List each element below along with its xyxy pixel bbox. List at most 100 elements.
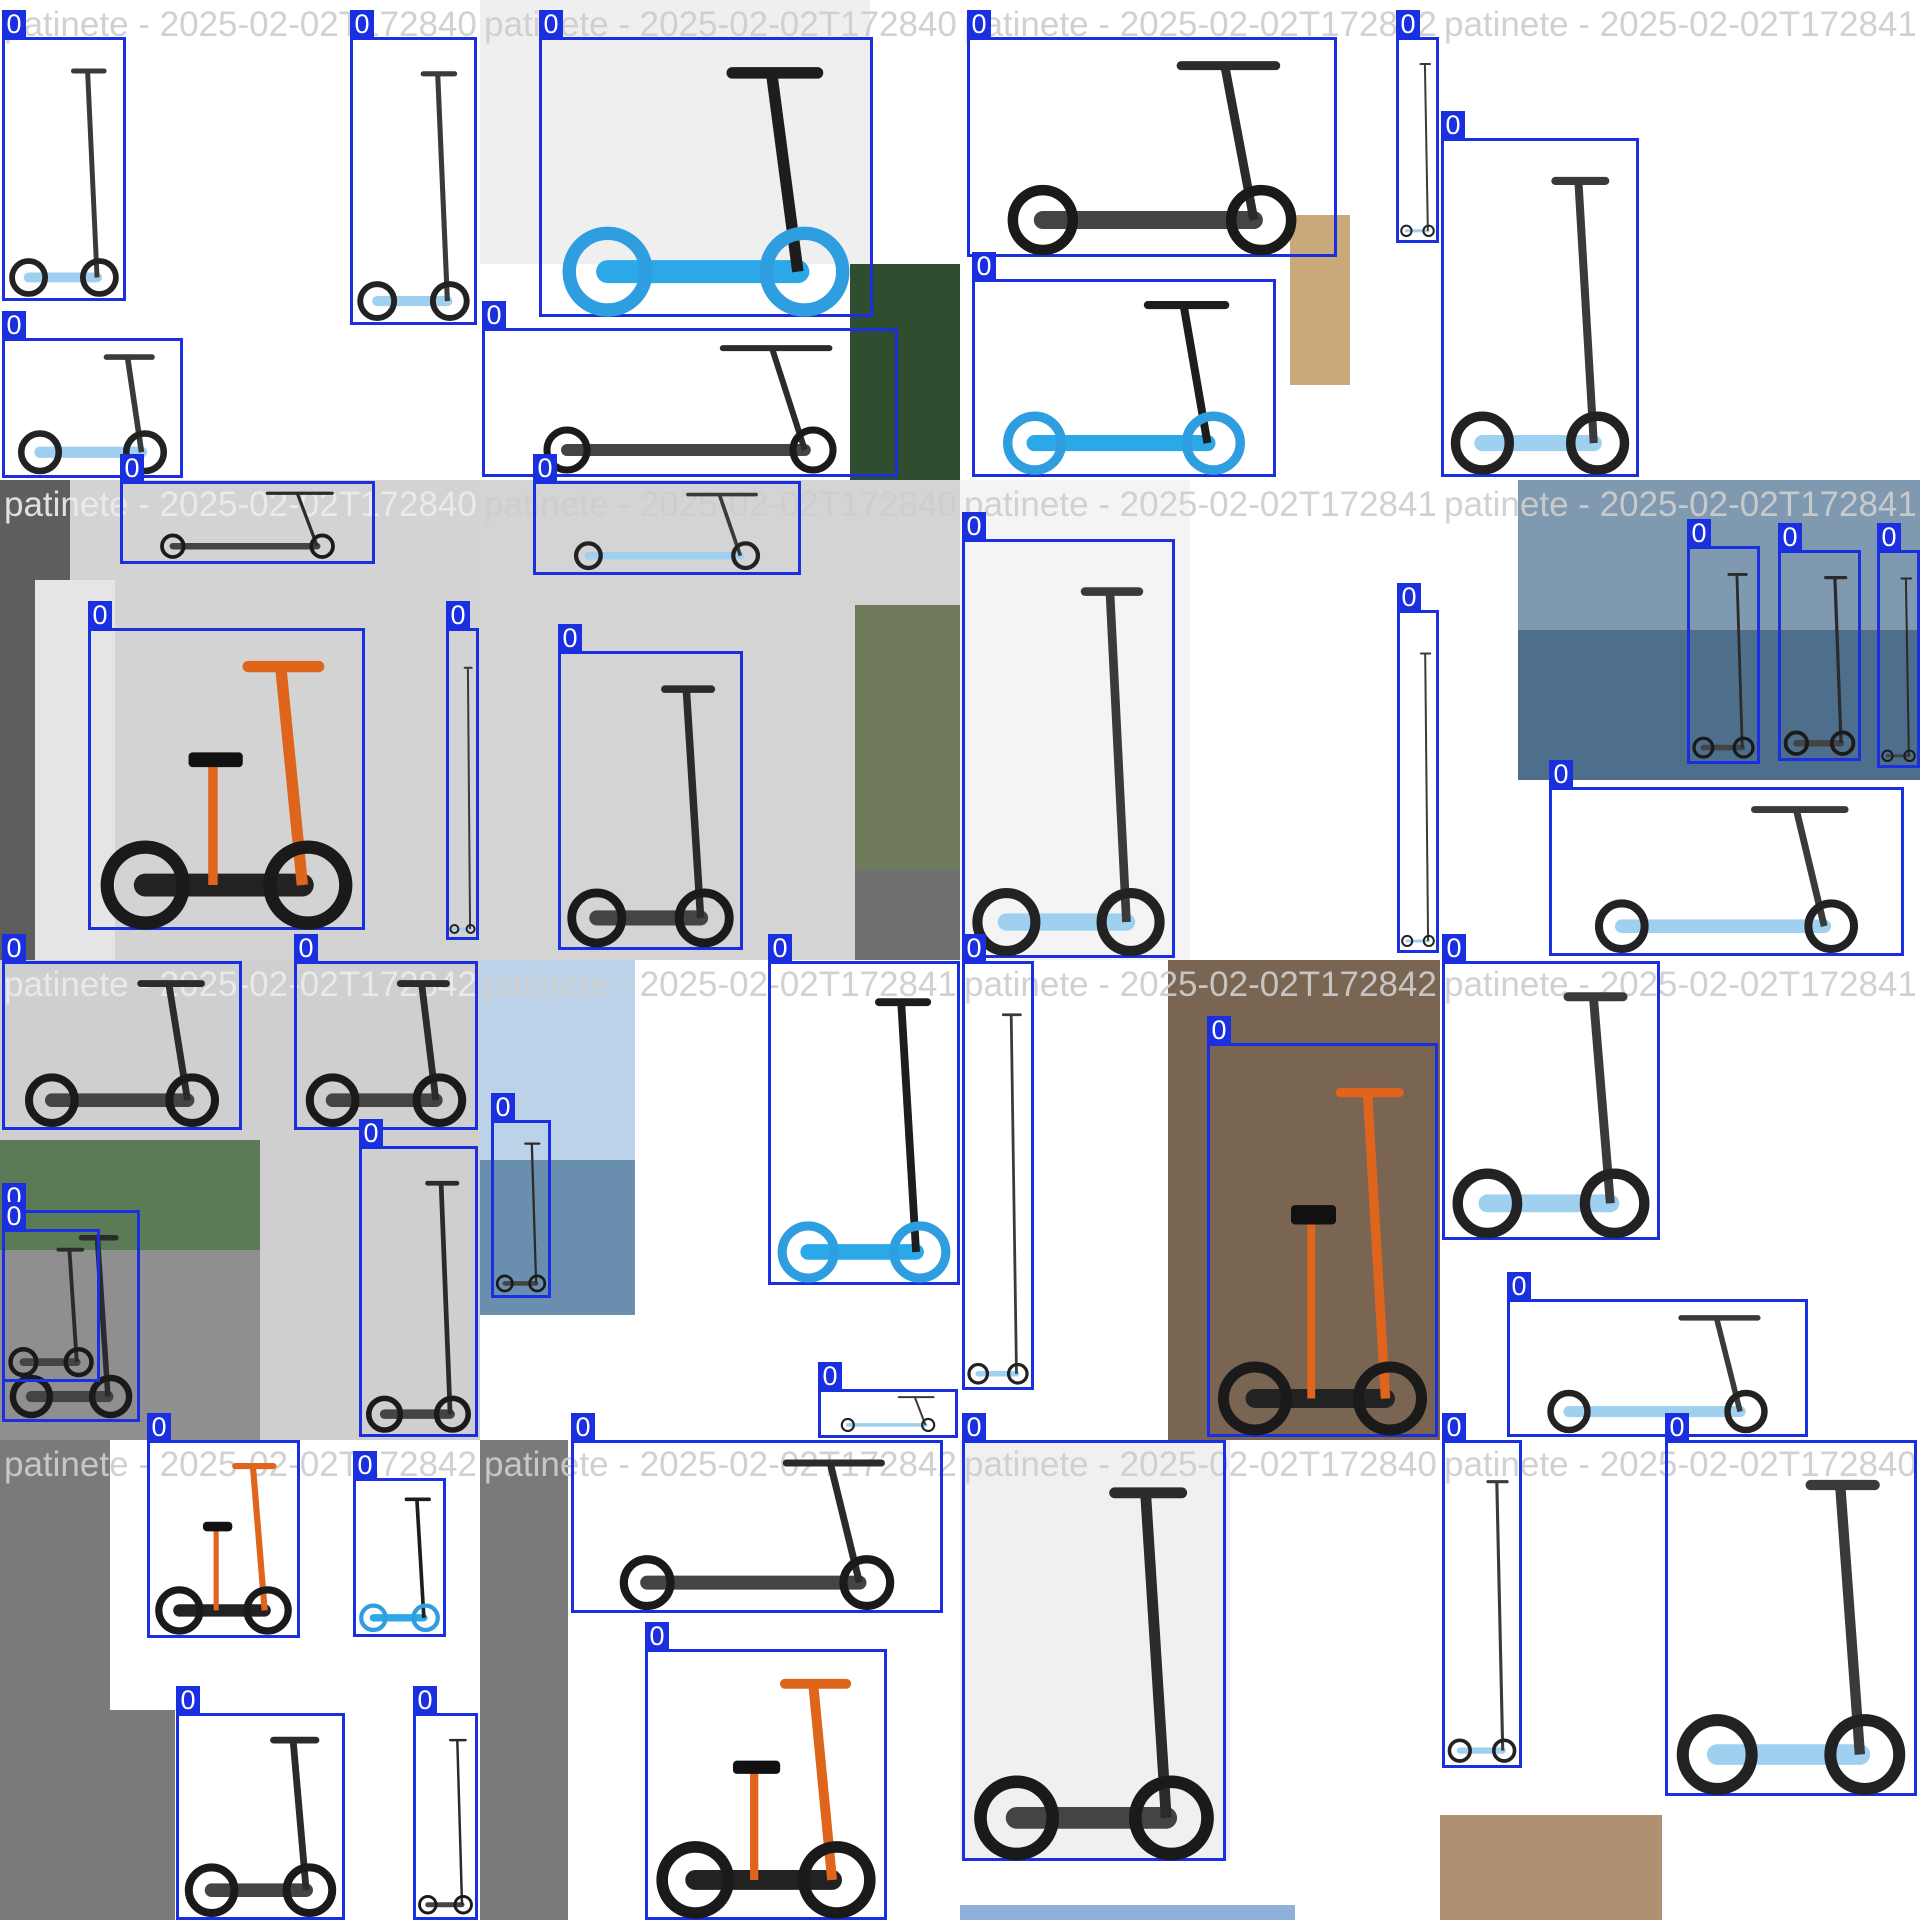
detection-class-label: 0 [1687, 519, 1711, 547]
scooter-illustration [359, 1497, 440, 1633]
photo-crop [1518, 630, 1920, 780]
photo-crop [1440, 1815, 1662, 1920]
scooter-illustration [1007, 61, 1297, 256]
detection-box[interactable]: 0 [962, 934, 1034, 1390]
scooter-rear-wheel [1676, 1714, 1758, 1796]
scooter-front-wheel [789, 426, 837, 474]
detection-box[interactable]: 0 [359, 1119, 478, 1437]
scooter-rear-wheel [1217, 1361, 1293, 1436]
scooter-illustration [967, 1013, 1029, 1385]
scooter-illustration [1547, 1315, 1768, 1434]
scooter-illustration [777, 998, 951, 1283]
scooter-rear-wheel [1400, 224, 1413, 238]
detection-box[interactable]: 0 [1778, 523, 1861, 761]
scooter-stem [435, 73, 450, 302]
photo-crop [960, 480, 1190, 960]
detection-box[interactable]: 0 [1396, 10, 1439, 243]
scooter-rear-wheel [160, 533, 186, 559]
scooter-rear-wheel [449, 924, 460, 934]
scooter-front-wheel [889, 1221, 951, 1283]
scooter-illustration [8, 1247, 94, 1378]
detection-class-label: 0 [1442, 1413, 1466, 1441]
detection-box[interactable]: 0 [2, 311, 183, 478]
scooter-stem [85, 70, 100, 278]
detection-box[interactable]: 0 [353, 1451, 446, 1637]
scooter-rear-wheel [155, 1586, 204, 1635]
detection-box[interactable]: 0 [350, 10, 477, 325]
detection-class-label: 0 [2, 10, 26, 38]
detection-box[interactable]: 0 [645, 1622, 887, 1920]
scooter-rear-wheel [974, 1775, 1060, 1861]
scooter-seat [202, 1521, 233, 1532]
scooter-stem [1495, 1481, 1505, 1751]
scooter-illustration [656, 1678, 876, 1919]
detection-box[interactable]: 0 [413, 1686, 478, 1920]
scooter-front-wheel [1422, 224, 1435, 238]
detection-class-label: 0 [1507, 1272, 1531, 1300]
photo-crop [855, 870, 960, 960]
detection-box[interactable]: 0 [1507, 1272, 1808, 1437]
detection-box[interactable]: 0 [482, 301, 898, 477]
photo-crop [35, 580, 115, 960]
detection-box[interactable]: 0 [1665, 1413, 1917, 1796]
scooter-illustration [1676, 1479, 1906, 1796]
detection-class-label: 0 [1877, 523, 1901, 551]
detection-box[interactable]: 0 [1397, 583, 1439, 953]
detection-class-label: 0 [2, 934, 26, 962]
detection-box[interactable]: 0 [1442, 1413, 1522, 1768]
detection-box[interactable]: 0 [1687, 519, 1760, 764]
scooter-rear-wheel [967, 1362, 990, 1385]
detection-class-label: 0 [558, 624, 582, 652]
detection-box[interactable]: 0 [962, 1413, 1226, 1861]
detection-class-label: 0 [88, 601, 112, 629]
scooter-illustration [366, 1180, 471, 1433]
scooter-illustration [840, 1396, 936, 1433]
scooter-front-wheel [1724, 1389, 1768, 1434]
photo-crop [480, 0, 870, 264]
scooter-stem [682, 688, 705, 919]
scooter-front-wheel [1566, 411, 1630, 475]
detection-class-label: 0 [962, 1413, 986, 1441]
detection-box[interactable]: 0 [1441, 111, 1639, 477]
scooter-rear-wheel [1783, 730, 1810, 756]
detection-box[interactable]: 0 [1207, 1016, 1438, 1437]
detection-box[interactable]: 0 [571, 1413, 943, 1613]
detection-box[interactable]: 0 [1877, 523, 1920, 768]
detection-box[interactable]: 0 [967, 10, 1337, 257]
detection-box[interactable]: 0 [818, 1362, 958, 1438]
detection-box[interactable]: 0 [2, 10, 126, 301]
scooter-front-wheel [1579, 1168, 1650, 1239]
detection-box[interactable]: 0 [962, 512, 1175, 958]
detection-box[interactable]: 0 [491, 1093, 551, 1298]
scooter-illustration [357, 71, 470, 321]
scooter-rear-wheel [1003, 411, 1067, 475]
detection-class-label: 0 [1778, 523, 1802, 551]
detection-box[interactable]: 0 [2, 1202, 100, 1382]
detection-class-label: 0 [1397, 583, 1421, 611]
scooter-illustration [418, 1738, 473, 1915]
detection-box[interactable]: 0 [1442, 934, 1660, 1240]
detection-box[interactable]: 0 [1549, 760, 1904, 956]
detection-box[interactable]: 0 [539, 10, 873, 317]
detection-box[interactable]: 0 [972, 252, 1276, 477]
detection-box[interactable]: 0 [2, 934, 242, 1130]
detection-box[interactable]: 0 [768, 934, 960, 1285]
scooter-rear-wheel [24, 1073, 79, 1127]
detection-box[interactable]: 0 [558, 624, 743, 950]
scooter-rear-wheel [366, 1395, 404, 1433]
scooter-front-wheel [243, 1586, 292, 1635]
scooter-front-wheel [1804, 899, 1859, 953]
scooter-front-wheel [1181, 411, 1245, 475]
detection-box[interactable]: 0 [176, 1686, 345, 1920]
detection-box[interactable]: 0 [294, 934, 478, 1130]
detection-box[interactable]: 0 [120, 454, 375, 564]
scooter-front-wheel [122, 430, 168, 475]
detection-box[interactable]: 0 [147, 1413, 300, 1638]
image-tile: patinete - 2025-02-02T172842.204.jpeg [480, 1440, 960, 1920]
detection-box[interactable]: 0 [88, 601, 365, 930]
scooter-stem [530, 1143, 538, 1284]
detection-box[interactable]: 0 [533, 454, 801, 575]
scooter-front-wheel [731, 541, 761, 571]
detection-box[interactable]: 0 [446, 601, 479, 940]
scooter-stem [1009, 1014, 1018, 1374]
